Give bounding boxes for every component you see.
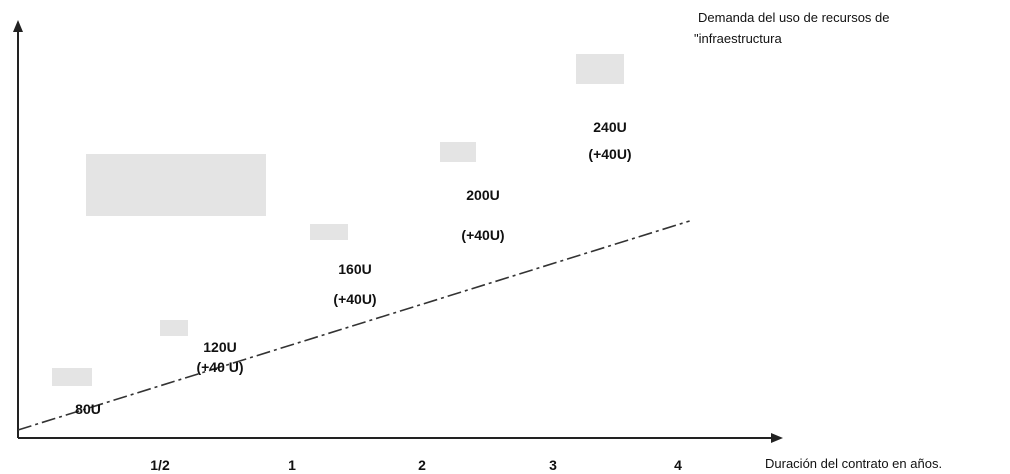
ghost-box-4	[440, 142, 476, 162]
x-tick-labels: 1/2 1 2 3 4	[150, 457, 682, 473]
capacity-label: 80U	[75, 401, 101, 417]
axes	[13, 20, 783, 443]
capacity-label: 120U	[203, 339, 236, 355]
x-tick-label: 2	[418, 457, 426, 473]
x-axis-label: Duración del contrato en años.	[765, 456, 942, 471]
annotation: 120U (+40 U)	[196, 339, 243, 375]
x-tick-label: 1	[288, 457, 296, 473]
ghost-box-1	[52, 368, 92, 386]
capacity-label: 240U	[593, 119, 626, 135]
x-tick-label: 4	[674, 457, 682, 473]
annotation: 240U (+40U)	[588, 119, 631, 162]
annotation: 200U (+40U)	[461, 187, 504, 243]
increment-label: (+40U)	[461, 227, 504, 243]
ghost-box-3	[310, 224, 348, 240]
ghost-box-2	[160, 320, 188, 336]
series-label: Demanda del uso de recursos de "infraestr…	[694, 10, 890, 46]
annotation: 160U (+40U)	[333, 261, 376, 307]
demand-trend	[17, 220, 690, 431]
capacity-label: 160U	[338, 261, 371, 277]
annotation: 80U	[75, 401, 101, 417]
faded-background-boxes	[52, 54, 624, 386]
capacity-label: 200U	[466, 187, 499, 203]
demand-line	[17, 220, 690, 431]
ghost-box-5	[576, 54, 624, 84]
x-tick-label: 1/2	[150, 457, 170, 473]
increment-label: (+40 U)	[196, 359, 243, 375]
ghost-box-0	[86, 154, 266, 216]
x-tick-label: 3	[549, 457, 557, 473]
x-axis-arrow	[771, 433, 783, 443]
increment-label: (+40U)	[588, 146, 631, 162]
series-label-line: Demanda del uso de recursos de	[698, 10, 890, 25]
series-label-line: "infraestructura	[694, 31, 782, 46]
capacity-annotations: 80U 120U (+40 U) 160U (+40U) 200U (+40U) 240U (+…	[75, 119, 631, 417]
y-axis-arrow	[13, 20, 23, 32]
increment-label: (+40U)	[333, 291, 376, 307]
